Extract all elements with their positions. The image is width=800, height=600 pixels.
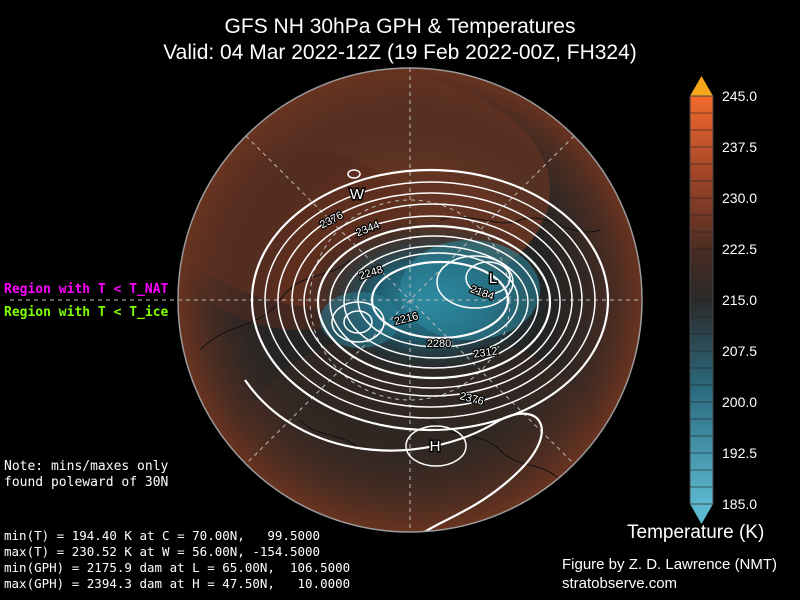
colorbar-min-arrow: [690, 504, 713, 524]
colorbar-title: Temperature (K): [627, 522, 765, 543]
colorbar-tick-label: 237.5: [722, 139, 758, 155]
colorbar-tick-label: 207.5: [722, 343, 758, 359]
colorbar-tick-label: 245.0: [722, 88, 758, 104]
chart-title: GFS NH 30hPa GPH & Temperatures: [224, 15, 576, 38]
gph-contours: [244, 168, 610, 532]
min-gph-marker: L: [489, 270, 497, 287]
colorbar-tick-label: 200.0: [722, 394, 758, 410]
note-line: Note: mins/maxes only: [4, 459, 169, 474]
colorbar-tick-label: 230.0: [722, 190, 758, 206]
colorbar-tick-label: 185.0: [722, 496, 758, 512]
map-boundary: [177, 67, 643, 533]
nat-legend: Region with T < T_NAT: [4, 282, 169, 297]
colorbar-tick-label: 222.5: [722, 241, 758, 257]
note-line: found poleward of 30N: [4, 475, 169, 490]
colorbar-max-arrow: [690, 76, 713, 96]
contour-label: 2280: [427, 338, 451, 350]
max-temperature-marker: W: [350, 186, 365, 203]
stats-line: min(GPH) = 2175.9 dam at L = 65.00N, 106…: [4, 560, 351, 575]
stats-line: max(T) = 230.52 K at W = 56.00N, -154.50…: [4, 544, 321, 559]
colorbar-tick-label: 192.5: [722, 445, 758, 461]
credit-website: stratobserve.com: [562, 575, 678, 592]
chart-subtitle: Valid: 04 Mar 2022-12Z (19 Feb 2022-00Z,…: [163, 41, 637, 64]
max-gph-marker: H: [430, 438, 441, 455]
contour-label: 2312: [473, 345, 499, 360]
colorbar-tick-label: 215.0: [722, 292, 758, 308]
graticule: [178, 68, 642, 532]
ice-legend: Region with T < T_ice: [4, 305, 169, 320]
stats-line: max(GPH) = 2394.3 dam at H = 47.50N, 10.…: [4, 576, 351, 591]
colorbar: [689, 76, 714, 524]
stats-line: min(T) = 194.40 K at C = 70.00N, 99.5000: [4, 528, 321, 543]
contour-label: 2216: [393, 310, 420, 328]
credit-author: Figure by Z. D. Lawrence (NMT): [562, 556, 778, 573]
